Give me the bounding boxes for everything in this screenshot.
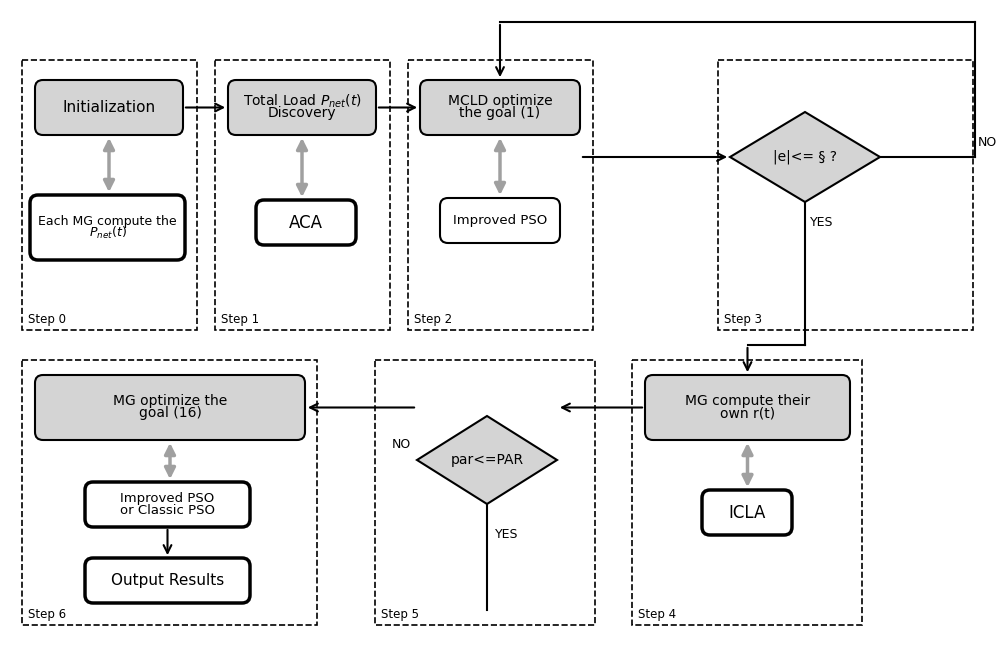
Text: ACA: ACA	[289, 214, 323, 231]
Text: $P_{net}(t)$: $P_{net}(t)$	[89, 225, 126, 241]
Bar	[718, 60, 973, 330]
Text: the goal (1): the goal (1)	[459, 107, 541, 121]
Text: ICLA: ICLA	[728, 504, 766, 521]
Text: Improved PSO: Improved PSO	[120, 493, 215, 505]
Text: NO: NO	[392, 438, 411, 451]
Text: |e|<= § ?: |e|<= § ?	[773, 150, 837, 164]
Text: NO: NO	[978, 136, 997, 149]
Text: Step 0: Step 0	[28, 313, 66, 326]
Text: Step 5: Step 5	[381, 608, 419, 621]
Text: Initialization: Initialization	[62, 100, 156, 115]
Text: MG optimize the: MG optimize the	[113, 394, 227, 409]
Bar	[22, 360, 317, 625]
Text: Step 6: Step 6	[28, 608, 66, 621]
Text: Step 4: Step 4	[638, 608, 676, 621]
Text: goal (16): goal (16)	[139, 407, 201, 421]
FancyBboxPatch shape	[85, 558, 250, 603]
Bar	[632, 360, 862, 625]
Text: Step 2: Step 2	[414, 313, 452, 326]
FancyBboxPatch shape	[35, 375, 305, 440]
FancyBboxPatch shape	[645, 375, 850, 440]
FancyBboxPatch shape	[702, 490, 792, 535]
FancyBboxPatch shape	[440, 198, 560, 243]
Text: MG compute their: MG compute their	[685, 394, 810, 409]
Bar	[408, 60, 593, 330]
FancyBboxPatch shape	[30, 195, 185, 260]
FancyBboxPatch shape	[85, 482, 250, 527]
Text: Output Results: Output Results	[111, 573, 224, 588]
Text: YES: YES	[495, 527, 518, 540]
FancyBboxPatch shape	[256, 200, 356, 245]
Bar	[215, 60, 390, 330]
Bar	[22, 60, 197, 330]
Text: Step 1: Step 1	[221, 313, 259, 326]
Bar	[375, 360, 595, 625]
Text: Each MG compute the: Each MG compute the	[38, 215, 177, 229]
Text: YES: YES	[810, 215, 834, 229]
FancyBboxPatch shape	[35, 80, 183, 135]
Polygon shape	[730, 112, 880, 202]
Text: Improved PSO: Improved PSO	[453, 214, 547, 227]
Text: Discovery: Discovery	[268, 107, 336, 121]
Text: own r(t): own r(t)	[720, 407, 775, 421]
Text: Step 3: Step 3	[724, 313, 762, 326]
FancyBboxPatch shape	[420, 80, 580, 135]
Text: par<=PAR: par<=PAR	[450, 453, 524, 467]
Polygon shape	[417, 416, 557, 504]
Text: MCLD optimize: MCLD optimize	[448, 94, 552, 109]
Text: Total Load $P_{net}(t)$: Total Load $P_{net}(t)$	[243, 93, 361, 110]
FancyBboxPatch shape	[228, 80, 376, 135]
Text: or Classic PSO: or Classic PSO	[120, 504, 215, 517]
